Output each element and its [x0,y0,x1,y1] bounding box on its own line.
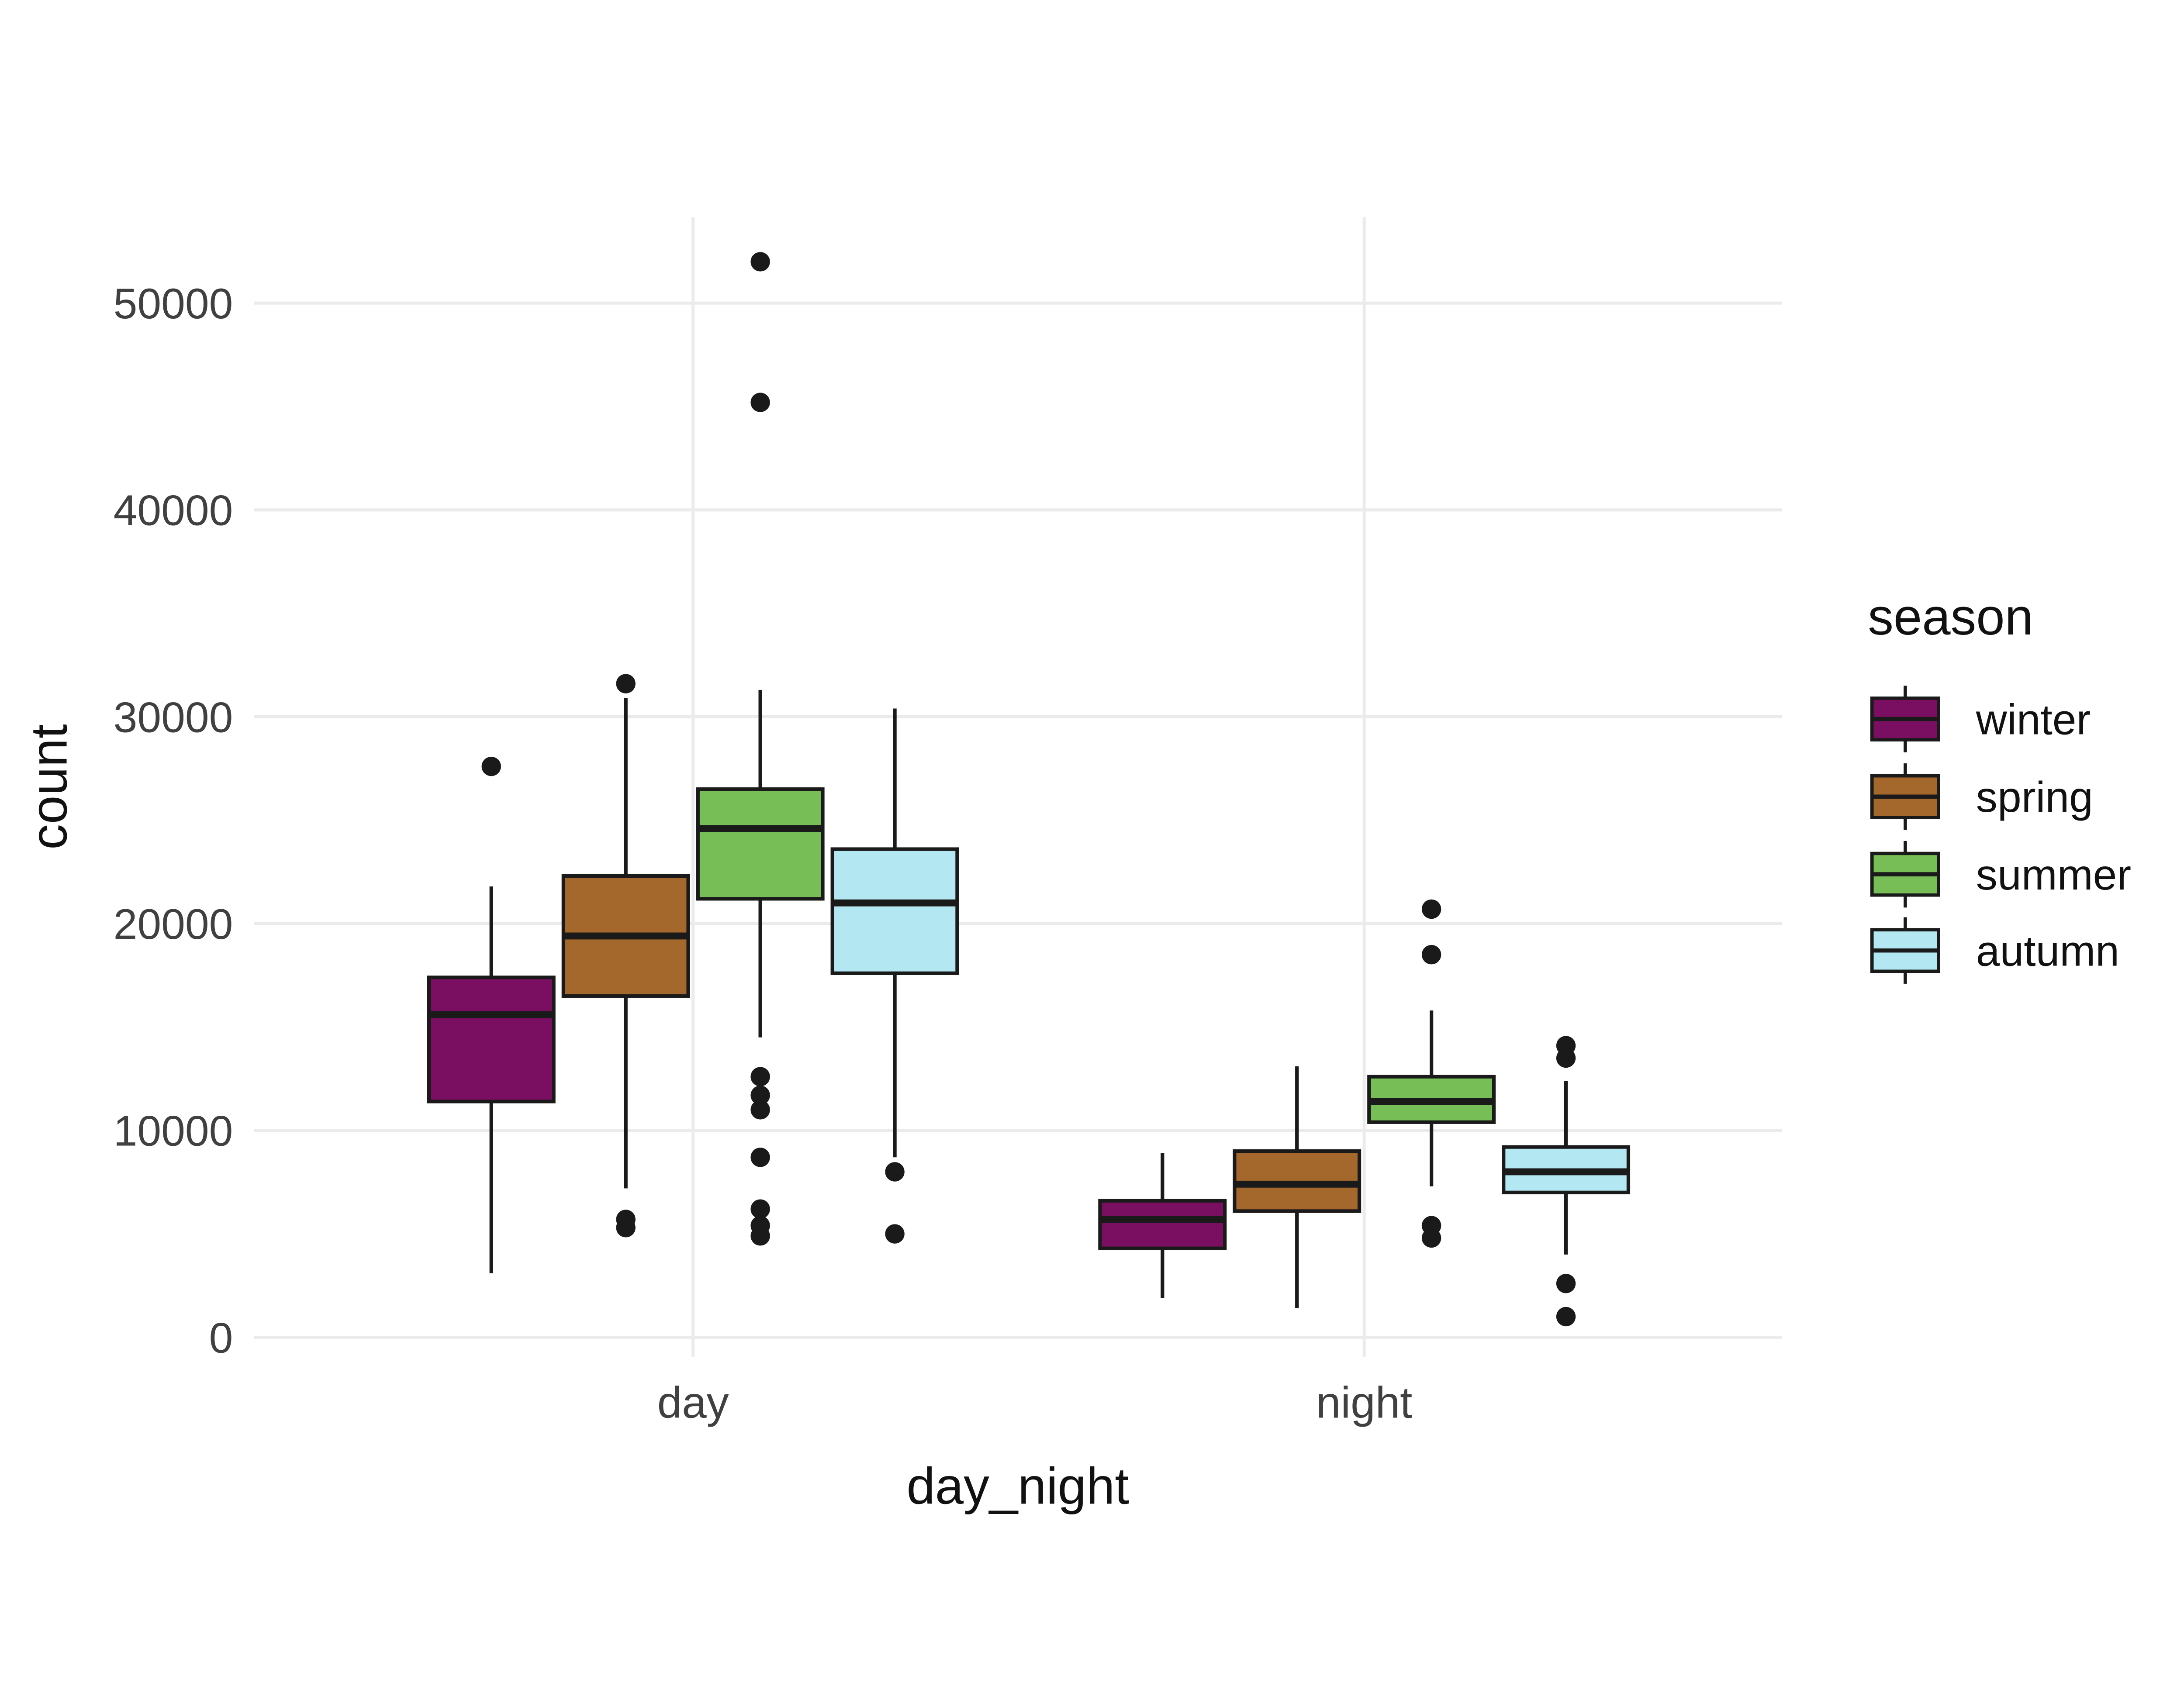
outlier-point [885,1224,905,1244]
outlier-point [750,252,770,272]
outlier-point [750,1148,770,1167]
box-spring-night [1233,1066,1362,1309]
legend-keys [1870,686,1940,984]
outlier-point [750,1226,770,1246]
outlier-point [750,1100,770,1120]
legend-key-summer [1870,841,1940,908]
y-tick-label-10000: 10000 [114,1107,233,1155]
y-tick-label-50000: 50000 [114,279,233,328]
box-summer-day [696,252,825,1246]
outlier-point [1556,1307,1576,1327]
y-tick-label-40000: 40000 [114,486,233,534]
outlier-point [750,1067,770,1086]
legend-label-winter: winter [1976,695,2091,743]
x-axis-title: day_night [906,1457,1129,1514]
iqr-box [1098,1199,1227,1250]
outlier-point [616,674,636,693]
box-autumn-day [830,708,959,1244]
outlier-point [1556,1274,1576,1293]
outlier-point [750,393,770,412]
y-tick-label-0: 0 [209,1314,233,1362]
outlier-point [616,1218,636,1238]
box-winter-day [427,756,556,1273]
legend: season winter spring summer autumn [1868,588,2131,984]
iqr-box [830,847,959,975]
box-summer-night [1367,899,1496,1248]
legend-label-autumn: autumn [1976,927,2119,975]
box-autumn-night [1502,1036,1631,1327]
iqr-box [696,787,825,901]
outlier-point [481,756,501,776]
outlier-point [750,1199,770,1219]
outlier-point [885,1162,905,1182]
legend-key-autumn [1870,917,1940,984]
y-tick-label-30000: 30000 [114,693,233,741]
x-tick-label-night: night [1316,1378,1412,1428]
y-tick-label-20000: 20000 [114,900,233,948]
box-spring-day [561,674,690,1238]
legend-label-spring: spring [1976,773,2093,821]
x-tick-label-day: day [657,1378,729,1428]
legend-label-summer: summer [1976,851,2131,899]
legend-title: season [1868,588,2033,645]
legend-key-winter [1870,686,1940,752]
iqr-box [427,976,556,1103]
outlier-point [1556,1048,1576,1068]
outlier-point [1421,1228,1441,1248]
box-winter-night [1098,1153,1227,1298]
axes: 0 10000 20000 30000 40000 50000 day nigh… [20,279,1412,1514]
outlier-point [1421,899,1441,919]
outlier-point [1421,945,1441,965]
outlier-point [750,1085,770,1105]
plot-panel [253,217,1782,1357]
legend-key-spring [1870,763,1940,830]
y-axis-title: count [20,724,77,849]
